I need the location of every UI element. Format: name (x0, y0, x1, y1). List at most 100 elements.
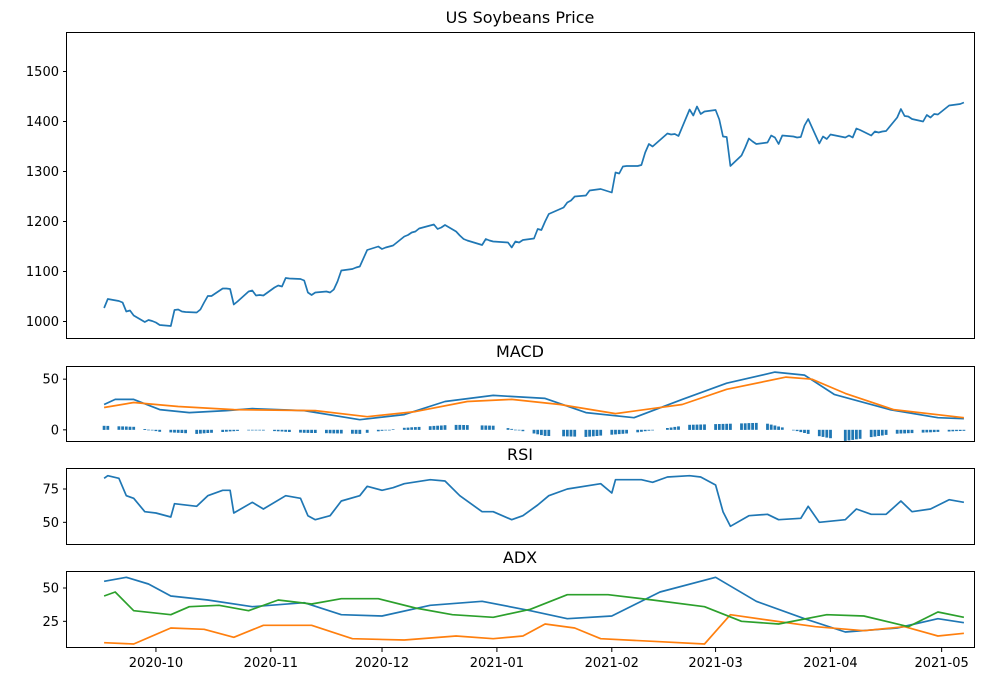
macd-hist-bar (691, 424, 695, 430)
macd-line (103, 371, 964, 421)
macd-hist-bar (743, 423, 747, 430)
macd-hist-bar (225, 429, 228, 432)
macd-hist-bar (869, 429, 873, 438)
macd-hist-bar (899, 429, 903, 434)
x-tick-label-2020-10: 2020-10 (129, 656, 183, 671)
macd-hist-bar (855, 429, 858, 440)
adx-neg-di-line (104, 613, 964, 645)
macd-hist-bar (929, 429, 932, 433)
macd-hist-bar (803, 429, 806, 433)
macd-hist-bar (773, 425, 777, 430)
macd-hist-bar (247, 429, 250, 431)
macd-hist-bar (273, 429, 276, 432)
macd-hist-bar (673, 426, 677, 430)
macd-hist-bar (258, 429, 262, 431)
macd-hist-bar (147, 429, 150, 431)
macd-hist-bar (829, 429, 832, 439)
macd-hist-bar (636, 429, 640, 433)
price-ytick-label-1000: 1000 (26, 315, 59, 330)
macd-hist-bar (858, 429, 862, 439)
macd-hist-bar (406, 427, 410, 430)
price-ytick-label-1200: 1200 (26, 215, 59, 230)
macd-hist-bar (250, 429, 254, 431)
macd-hist-bar (491, 425, 495, 430)
macd-hist-bar (325, 429, 328, 434)
macd-hist-bar (465, 425, 469, 430)
macd-hist-bar (569, 429, 573, 437)
macd-hist-bar (795, 429, 799, 432)
macd-hist-bar (573, 429, 577, 437)
macd-hist-bar (806, 429, 810, 434)
macd-hist-bar (232, 429, 236, 432)
macd-hist-bar (176, 429, 180, 433)
x-tick-label-2021-02: 2021-02 (585, 656, 639, 671)
macd-hist-bar (766, 423, 769, 430)
macd-plot-area: 0 50 (42, 371, 966, 441)
macd-hist-bar (117, 426, 121, 430)
macd-hist-bar (695, 424, 699, 430)
macd-hist-bar (388, 429, 391, 431)
rsi-ytick-label-75: 75 (42, 483, 59, 498)
macd-hist-bar (180, 429, 184, 433)
macd-hist-bar (432, 425, 436, 430)
macd-hist-bar (721, 423, 725, 430)
macd-hist-bar (462, 425, 465, 430)
adx-pos-di-line (103, 591, 965, 628)
macd-hist-bar (540, 429, 543, 436)
macd-hist-bar (799, 429, 803, 433)
macd-hist-bar (932, 429, 936, 433)
rsi-ytick-label-50: 50 (42, 516, 59, 531)
rsi-line (103, 474, 965, 528)
adx-line (103, 576, 965, 633)
macd-signal-line (103, 376, 964, 419)
macd-hist-bar (895, 429, 899, 434)
macd-hist-bar (610, 429, 614, 435)
macd-hist-bar (128, 426, 132, 430)
macd-hist-bar (936, 429, 940, 432)
x-tick-label-2021-05: 2021-05 (914, 656, 968, 671)
macd-hist-bar (903, 429, 906, 434)
adx-title: ADX (503, 548, 537, 567)
macd-hist-bar (402, 427, 406, 430)
macd-hist-bar (221, 429, 225, 432)
adx-plot-area: 25 50 2020-10 2020-11 2020-12 2021-01 2021-02 2… (42, 576, 969, 671)
macd-hist-bar (962, 429, 966, 431)
macd-hist-bar (925, 429, 929, 433)
macd-hist-bar (884, 429, 888, 435)
macd-hist-bar (717, 424, 721, 430)
macd-hist-bar (488, 425, 491, 430)
macd-hist-bar (484, 425, 488, 430)
macd-hist-bar (150, 429, 154, 431)
macd-hist-bar (562, 429, 565, 437)
macd-hist-bar (365, 429, 369, 433)
macd-hist-bar (336, 429, 339, 434)
macd-hist-bar (517, 429, 521, 431)
macd-hist-bar (543, 429, 547, 436)
macd-hist-bar (521, 429, 525, 432)
macd-hist-bar (354, 429, 358, 434)
macd-hist-bar (747, 423, 751, 430)
macd-hist-bar (332, 429, 336, 434)
macd-hist-bar (625, 429, 628, 434)
price-ytick-label-1400: 1400 (26, 115, 59, 130)
macd-ytick-label-0: 0 (51, 423, 59, 438)
macd-ytick-label-50: 50 (42, 373, 59, 388)
macd-hist-bar (584, 429, 588, 437)
macd-hist-bar (955, 429, 958, 432)
adx-axes-frame (66, 571, 975, 648)
macd-hist-bar (769, 424, 773, 430)
macd-hist-bar (714, 424, 717, 430)
macd-hist-bar (666, 428, 669, 430)
macd-hist-bar (506, 428, 510, 430)
rsi-plot-area: 50 75 (42, 474, 965, 531)
macd-hist-bar (228, 429, 232, 432)
macd-hist-bar (121, 426, 124, 430)
adx-panel: ADX 25 50 2020-10 2020-11 2020-12 2021-01 2021… (42, 548, 975, 671)
macd-hist-bar (436, 425, 439, 430)
price-plot-area: 1000 1100 1200 1300 1400 1500 (26, 65, 965, 330)
macd-hist-bar (310, 429, 313, 433)
macd-hist-bar (443, 425, 447, 430)
rsi-title: RSI (507, 445, 533, 464)
macd-hist-bar (910, 429, 914, 434)
